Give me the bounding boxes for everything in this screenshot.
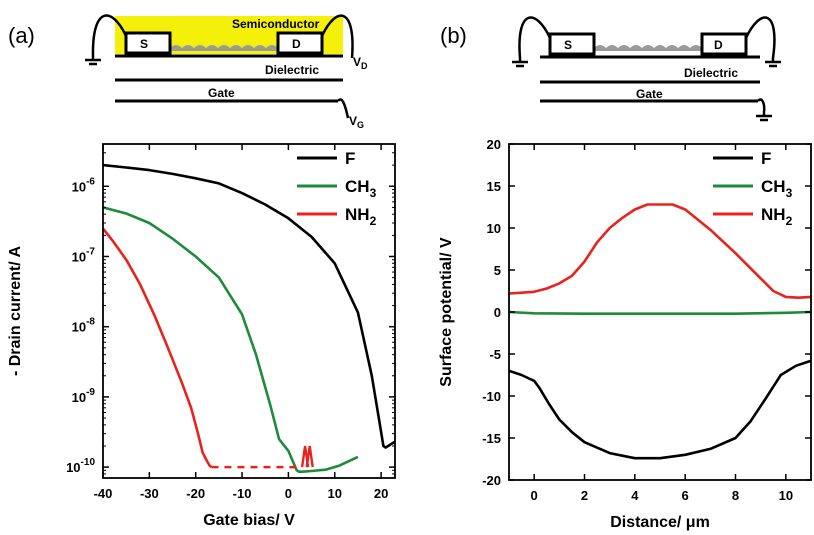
x-tick-label: 10	[328, 486, 342, 501]
series-line-nh2	[103, 227, 213, 469]
series-line-f	[103, 163, 395, 449]
panel-a-label: (a)	[8, 23, 35, 48]
y-tick-label: 5	[494, 263, 501, 278]
x-tick-label: 6	[682, 488, 689, 503]
legend-label: NH2	[761, 205, 793, 228]
y-tick-label: 10-8	[72, 317, 96, 335]
drain-wire-b	[744, 16, 776, 62]
y-tick-label: -10	[482, 389, 501, 404]
y-axis-title-b: Surface potential/ V	[438, 237, 455, 387]
legend-label: CH3	[761, 177, 793, 200]
source-label-a: S	[140, 37, 148, 51]
plot-frame-a	[102, 143, 396, 479]
semiconductor-label: Semiconductor	[232, 17, 320, 31]
x-tick-label: 2	[581, 488, 588, 503]
y-tick-label: 10-10	[66, 457, 95, 475]
device-schematic-b: S D Dielectric Gate	[512, 16, 781, 122]
source-wire-a	[91, 14, 128, 60]
y-tick-label: 10-7	[72, 246, 96, 264]
chart-a: -40 -30 -20 -10 0 10 20 10-6 10-7 10-8 10-9 10-10 G…	[7, 143, 396, 529]
x-tick-label: 8	[732, 488, 739, 503]
y-tick-label: -15	[482, 431, 501, 446]
vd-label: VD	[353, 55, 368, 71]
x-tick-label: 4	[631, 488, 639, 503]
vg-label: VG	[349, 114, 364, 130]
x-tick-label: 10	[779, 488, 793, 503]
dielectric-label-a: Dielectric	[265, 63, 319, 77]
y-tick-label: 15	[487, 179, 501, 194]
gate-label-a: Gate	[208, 86, 235, 100]
drain-electrode-a	[276, 31, 324, 55]
source-label-b: S	[564, 38, 572, 52]
y-tick-label: 10-6	[72, 176, 96, 194]
x-tick-label: 20	[374, 486, 388, 501]
gate-label-b: Gate	[636, 87, 663, 101]
y-tick-label: 10-9	[72, 387, 96, 405]
device-schematic-a: Semiconductor S D Dielectric Gate VD VG	[85, 14, 368, 130]
legend-label: CH3	[345, 177, 377, 200]
drain-label-a: D	[292, 37, 301, 51]
legend-label: F	[761, 149, 771, 168]
x-tick-label: -40	[94, 486, 113, 501]
x-axis-title-a: Gate bias/ V	[203, 512, 295, 529]
drain-electrode-b	[700, 32, 748, 56]
y-tick-label: 0	[494, 305, 501, 320]
y-tick-label: -20	[482, 473, 501, 488]
source-wire-b	[518, 16, 552, 62]
series-line-f	[509, 359, 811, 460]
y-tick-label: -5	[489, 347, 501, 362]
x-tick-label: -10	[233, 486, 252, 501]
legend-label: F	[345, 149, 355, 168]
series-line-ch3	[509, 310, 811, 316]
x-tick-label: 0	[285, 486, 292, 501]
gate-wire-b	[757, 98, 766, 116]
drain-label-b: D	[714, 38, 723, 52]
source-electrode-b	[548, 32, 596, 56]
series-line-nh2	[509, 203, 811, 300]
panel-b-label: (b)	[440, 23, 467, 48]
y-axis-title-a: - Drain current/ A	[7, 246, 24, 377]
x-tick-label: -30	[140, 486, 159, 501]
molecule-layer-b	[594, 45, 702, 51]
series-line-ch3	[103, 206, 359, 474]
x-tick-label: 0	[531, 488, 538, 503]
y-tick-label: 20	[487, 137, 501, 152]
molecule-layer-a	[170, 45, 278, 51]
series-spike	[305, 445, 314, 468]
x-tick-label: -20	[186, 486, 205, 501]
x-axis-title-b: Distance/ μm	[610, 514, 710, 531]
source-electrode-a	[124, 31, 172, 55]
dielectric-label-b: Dielectric	[684, 66, 738, 80]
legend-label: NH2	[345, 205, 377, 228]
y-tick-label: 10	[487, 221, 501, 236]
gate-wire-a	[337, 98, 350, 119]
drain-wire-a	[320, 14, 354, 59]
